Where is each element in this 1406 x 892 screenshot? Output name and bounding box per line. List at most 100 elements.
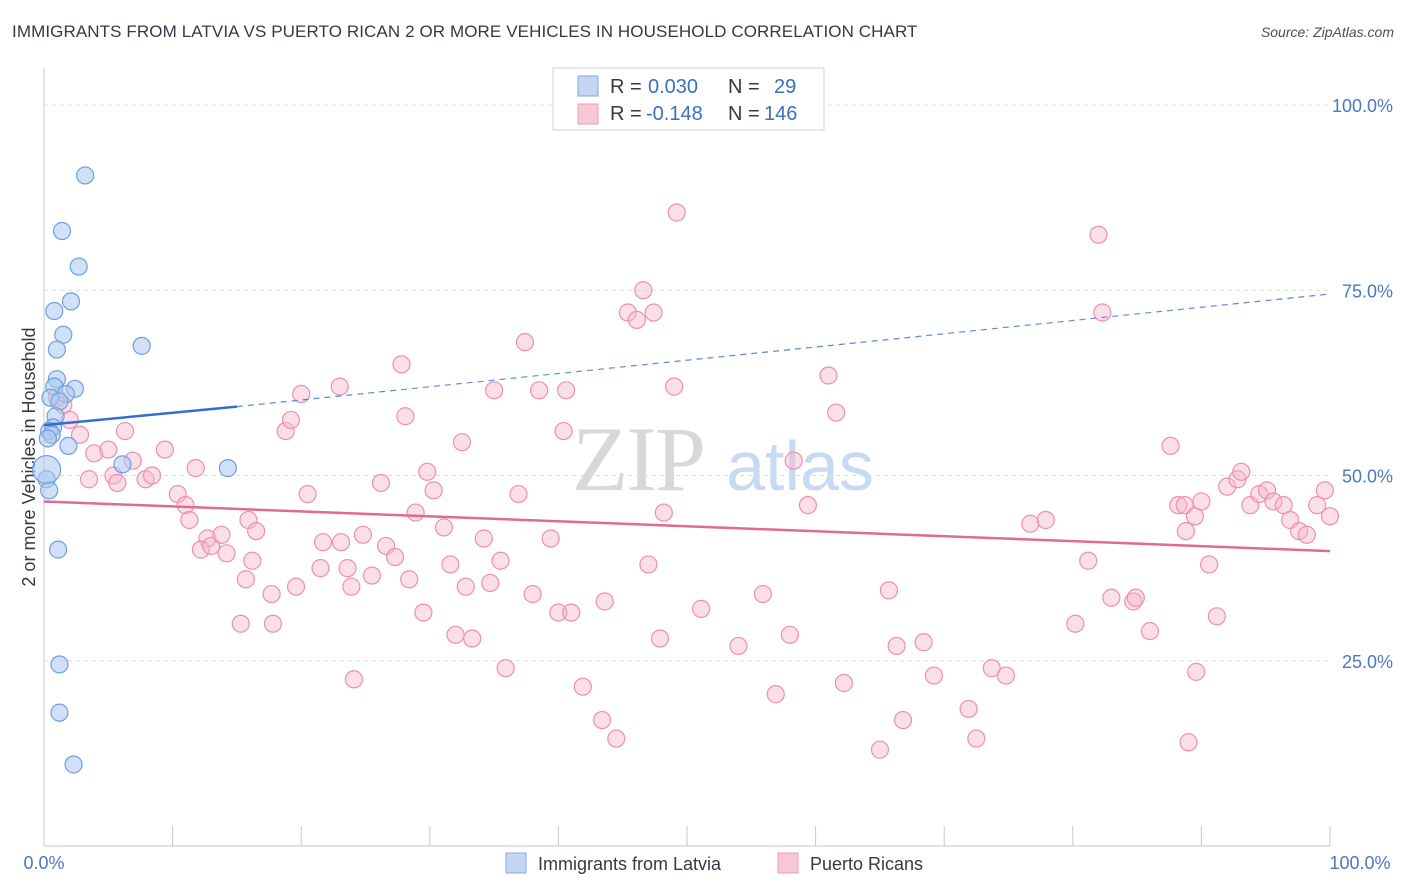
chart-source: Source: ZipAtlas.com [1260, 24, 1394, 40]
latvia-point-20 [113, 455, 132, 474]
puerto-ricans-point-132 [1297, 525, 1316, 544]
y-tick-label-0: 25.0% [1342, 652, 1393, 672]
puerto-ricans-point-87 [692, 599, 711, 618]
puerto-ricans-point-134 [1315, 481, 1334, 500]
puerto-ricans-point-43 [362, 566, 382, 585]
puerto-ricans-point-90 [780, 625, 799, 644]
puerto-ricans-point-120 [1200, 555, 1219, 574]
puerto-ricans-point-85 [665, 377, 684, 396]
puerto-ricans-point-54 [434, 518, 454, 537]
x-tick-label-max: 100.0% [1329, 853, 1390, 873]
puerto-ricans-point-39 [338, 559, 357, 578]
gridlines [44, 104, 1330, 662]
puerto-ricans-point-98 [914, 633, 933, 652]
latvia-point-23 [40, 481, 59, 500]
puerto-ricans-point-34 [313, 533, 333, 552]
puerto-ricans-point-74 [573, 677, 592, 696]
puerto-ricans-point-19 [191, 540, 210, 559]
puerto-ricans-point-24 [247, 521, 266, 541]
puerto-ricans-point-86 [667, 203, 686, 222]
puerto-ricans-point-94 [870, 740, 890, 759]
puerto-ricans-point-79 [627, 310, 646, 330]
puerto-ricans-point-106 [1066, 614, 1085, 633]
bottom-legend-swatch-latvia [505, 852, 527, 874]
y-axis-label: 2 or more Vehicles in Household [19, 327, 39, 586]
puerto-ricans-point-88 [753, 584, 772, 604]
puerto-ricans-point-13 [155, 440, 174, 459]
puerto-ricans-point-8 [108, 473, 127, 493]
puerto-ricans-point-56 [446, 625, 465, 644]
puerto-ricans-point-109 [1093, 303, 1112, 322]
puerto-ricans-point-73 [562, 603, 581, 622]
puerto-ricans-point-105 [1036, 510, 1055, 530]
puerto-ricans-point-82 [644, 303, 663, 322]
legend-swatch-latvia [577, 75, 599, 97]
puerto-ricans-point-114 [1169, 496, 1188, 515]
puerto-ricans-point-53 [424, 481, 443, 500]
puerto-ricans-point-68 [530, 381, 549, 400]
latvia-point-2 [69, 257, 88, 276]
legend-r-value-latvia: 0.030 [648, 76, 698, 98]
puerto-ricans-point-62 [485, 381, 504, 400]
puerto-ricans-point-33 [298, 484, 317, 504]
latvia-point-19 [59, 436, 78, 455]
latvia-point-1 [52, 221, 72, 241]
bottom-legend-label-latvia: Immigrants from Latvia [538, 854, 722, 874]
puerto-ricans-point-59 [463, 629, 482, 648]
puerto-ricans-point-60 [474, 529, 493, 548]
puerto-ricans-point-93 [827, 403, 846, 422]
legend-n-value-latvia: 29 [774, 76, 796, 98]
puerto-ricans-point-66 [515, 333, 535, 352]
puerto-ricans-point-20 [202, 536, 221, 556]
puerto-ricans-point-16 [180, 510, 199, 530]
y-tick-labels: 25.0% 50.0% 75.0% 100.0% [1332, 96, 1393, 672]
puerto-ricans-point-104 [1021, 514, 1040, 533]
latvia-trend-solid [43, 405, 238, 427]
latvia-point-0 [76, 166, 95, 185]
puerto-ricans-point-48 [396, 407, 415, 426]
puerto-ricans-point-113 [1161, 436, 1180, 455]
puerto-ricans-point-37 [330, 377, 349, 396]
puerto-ricans-point-29 [263, 614, 283, 633]
puerto-ricans-point-91 [798, 496, 817, 515]
puerto-ricans-point-99 [924, 666, 944, 685]
puerto-ricans-point-97 [893, 710, 913, 730]
puerto-ricans-point-49 [400, 570, 419, 589]
puerto-ricans-point-135 [1320, 507, 1340, 526]
puerto-ricans-point-32 [292, 384, 311, 404]
puerto-ricans-point-61 [481, 573, 500, 593]
latvia-point-28 [31, 454, 62, 485]
latvia-point-6 [132, 336, 151, 355]
legend-r-value-puerto-ricans: -0.148 [646, 103, 703, 125]
puerto-ricans-point-127 [1257, 481, 1277, 500]
latvia-point-25 [50, 655, 69, 674]
latvia-point-3 [61, 292, 81, 311]
puerto-ricans-point-5 [99, 440, 118, 459]
puerto-ricans-point-75 [593, 710, 612, 730]
puerto-ricans-point-50 [406, 503, 425, 522]
puerto-ricans-point-108 [1089, 225, 1108, 244]
y-tick-label-3: 100.0% [1332, 96, 1393, 116]
trend-lines [43, 293, 1331, 553]
puerto-ricans-point-112 [1126, 588, 1145, 607]
puerto-ricans-point-100 [959, 699, 978, 719]
puerto-ricans-point-117 [1179, 733, 1198, 752]
puerto-ricans-point-57 [452, 433, 472, 452]
puerto-ricans-point-121 [1207, 607, 1226, 626]
puerto-ricans-point-89 [766, 685, 785, 704]
legend-n-value-puerto-ricans: 146 [764, 103, 797, 125]
puerto-ricans-point-122 [1218, 477, 1237, 496]
puerto-ricans-point-64 [496, 659, 515, 678]
puerto-ricans-point-101 [967, 729, 986, 748]
puerto-ricans-point-38 [331, 533, 351, 552]
puerto-ricans-point-139 [1140, 622, 1160, 641]
puerto-ricans-point-70 [549, 603, 568, 622]
puerto-ricans-point-4 [85, 444, 104, 463]
latvia-point-24 [49, 540, 68, 559]
bottom-legend: Immigrants from Latvia Puerto Ricans [505, 852, 923, 874]
puerto-ricans-point-15 [176, 496, 195, 515]
legend-n-label-puerto-ricans: N = [728, 103, 760, 125]
latvia-points [31, 166, 237, 774]
puerto-ricans-point-67 [523, 584, 542, 604]
